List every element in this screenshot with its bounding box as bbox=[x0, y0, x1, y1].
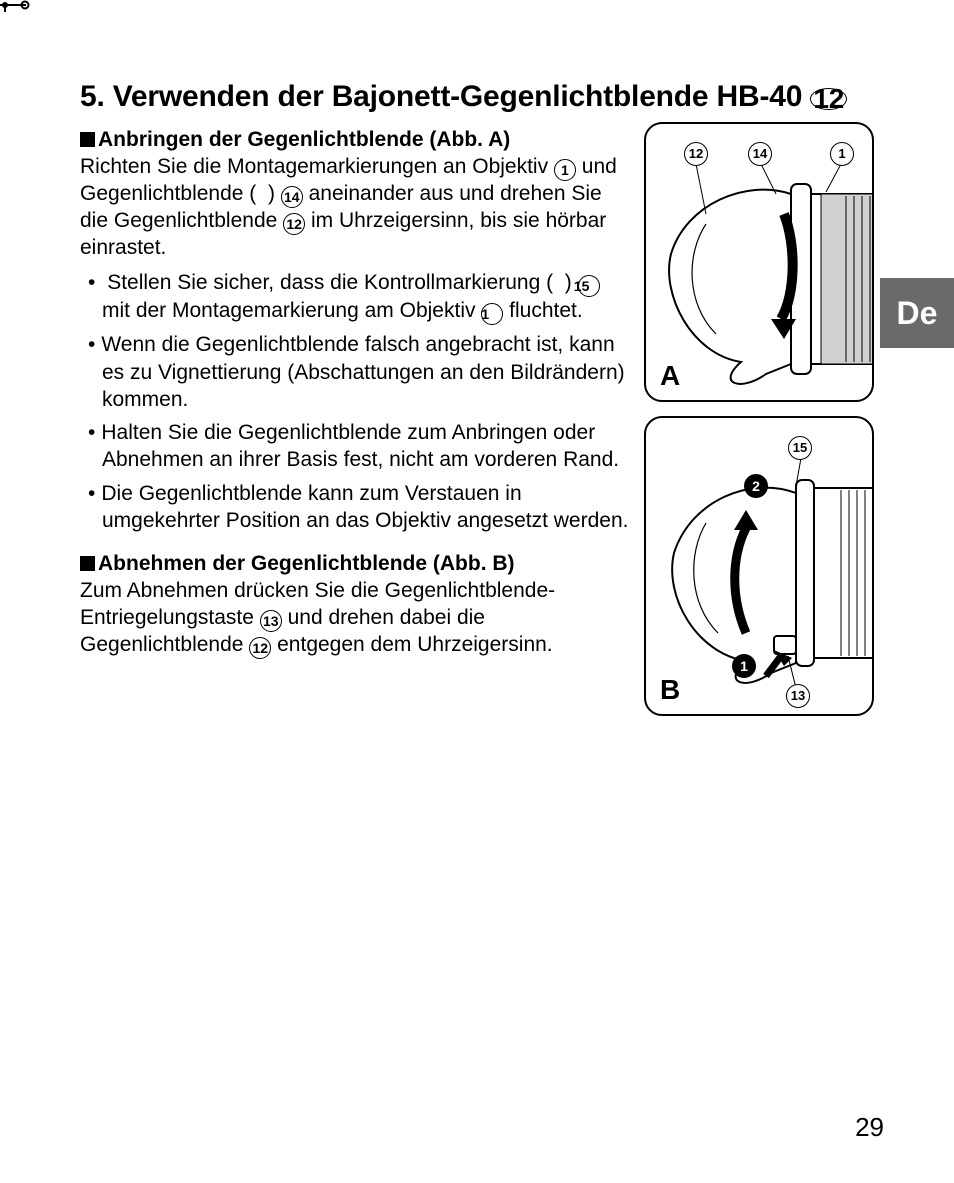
bullet-text: mit der Montagemarkierung am Objektiv bbox=[102, 299, 481, 322]
ref-12-icon: 12 bbox=[249, 637, 271, 659]
bullet-text: Die Gegenlichtblende kann zum Verstauen … bbox=[101, 482, 628, 532]
bullet-text: fluchtet. bbox=[503, 299, 582, 322]
para-text: entgegen dem Uhrzeigersinn. bbox=[271, 633, 552, 656]
figure-b: 15 2 1 13 B bbox=[644, 416, 874, 716]
figure-a-label: A bbox=[660, 360, 680, 392]
figB-step-1: 1 bbox=[732, 654, 756, 678]
square-bullet-icon bbox=[80, 556, 95, 571]
text-column: Anbringen der Gegenlichtblende (Abb. A) … bbox=[80, 122, 630, 659]
figB-callout-15: 15 bbox=[788, 436, 812, 460]
bullet-text: Wenn die Gegenlichtblende falsch angebra… bbox=[101, 333, 624, 411]
ref-1-icon: 1 bbox=[554, 159, 576, 181]
figA-callout-1: 1 bbox=[830, 142, 854, 166]
section-a-heading-text: Anbringen der Gegenlichtblende (Abb. A) bbox=[98, 128, 510, 151]
list-item: Stellen Sie sicher, dass die Kontrollmar… bbox=[80, 269, 630, 325]
figure-column: 12 14 1 A bbox=[644, 122, 874, 730]
ref-1-icon: 1 bbox=[481, 303, 503, 325]
page-title: 5. Verwenden der Bajonett-Gegenlichtblen… bbox=[80, 80, 894, 114]
figure-b-label: B bbox=[660, 674, 680, 706]
list-item: Halten Sie die Gegenlichtblende zum Anbr… bbox=[80, 419, 630, 474]
index-mark-icon bbox=[0, 0, 30, 10]
manual-page: De 5. Verwenden der Bajonett-Gegenlichtb… bbox=[0, 0, 954, 1183]
list-item: Wenn die Gegenlichtblende falsch angebra… bbox=[80, 331, 630, 413]
bullet-text: Halten Sie die Gegenlichtblende zum Anbr… bbox=[101, 421, 619, 471]
figure-b-illustration bbox=[646, 418, 874, 716]
figure-a: 12 14 1 A bbox=[644, 122, 874, 402]
ref-15-icon: 15 bbox=[578, 275, 600, 297]
content-columns: Anbringen der Gegenlichtblende (Abb. A) … bbox=[80, 122, 894, 730]
bullet-text: Stellen Sie sicher, dass die Kontrollmar… bbox=[107, 271, 559, 294]
section-a-heading: Anbringen der Gegenlichtblende (Abb. A) bbox=[80, 128, 630, 152]
title-number: 5. bbox=[80, 80, 105, 113]
figB-step-2: 2 bbox=[744, 474, 768, 498]
square-bullet-icon bbox=[80, 132, 95, 147]
section-b-heading: Abnehmen der Gegenlichtblende (Abb. B) bbox=[80, 552, 630, 576]
language-tab: De bbox=[880, 278, 954, 348]
ref-13-icon: 13 bbox=[260, 610, 282, 632]
title-text: Verwenden der Bajonett-Gegenlichtblende … bbox=[113, 80, 802, 113]
language-tab-label: De bbox=[897, 295, 938, 332]
section-a-paragraph: Richten Sie die Montagemarkierungen an O… bbox=[80, 154, 630, 261]
ref-14-icon: 14 bbox=[281, 186, 303, 208]
figA-callout-12: 12 bbox=[684, 142, 708, 166]
para-text: ) bbox=[262, 182, 281, 205]
ref-12-icon: 12 bbox=[283, 213, 305, 235]
section-a-bullets: Stellen Sie sicher, dass die Kontrollmar… bbox=[80, 269, 630, 534]
section-b-paragraph: Zum Abnehmen drücken Sie die Gegenlichtb… bbox=[80, 578, 630, 658]
figA-callout-14: 14 bbox=[748, 142, 772, 166]
figB-callout-13: 13 bbox=[786, 684, 810, 708]
title-ref-icon: 12 bbox=[810, 88, 847, 110]
section-b-heading-text: Abnehmen der Gegenlichtblende (Abb. B) bbox=[98, 552, 515, 575]
page-number: 29 bbox=[855, 1112, 884, 1143]
list-item: Die Gegenlichtblende kann zum Verstauen … bbox=[80, 480, 630, 535]
para-text: Richten Sie die Montagemarkierungen an O… bbox=[80, 155, 554, 178]
